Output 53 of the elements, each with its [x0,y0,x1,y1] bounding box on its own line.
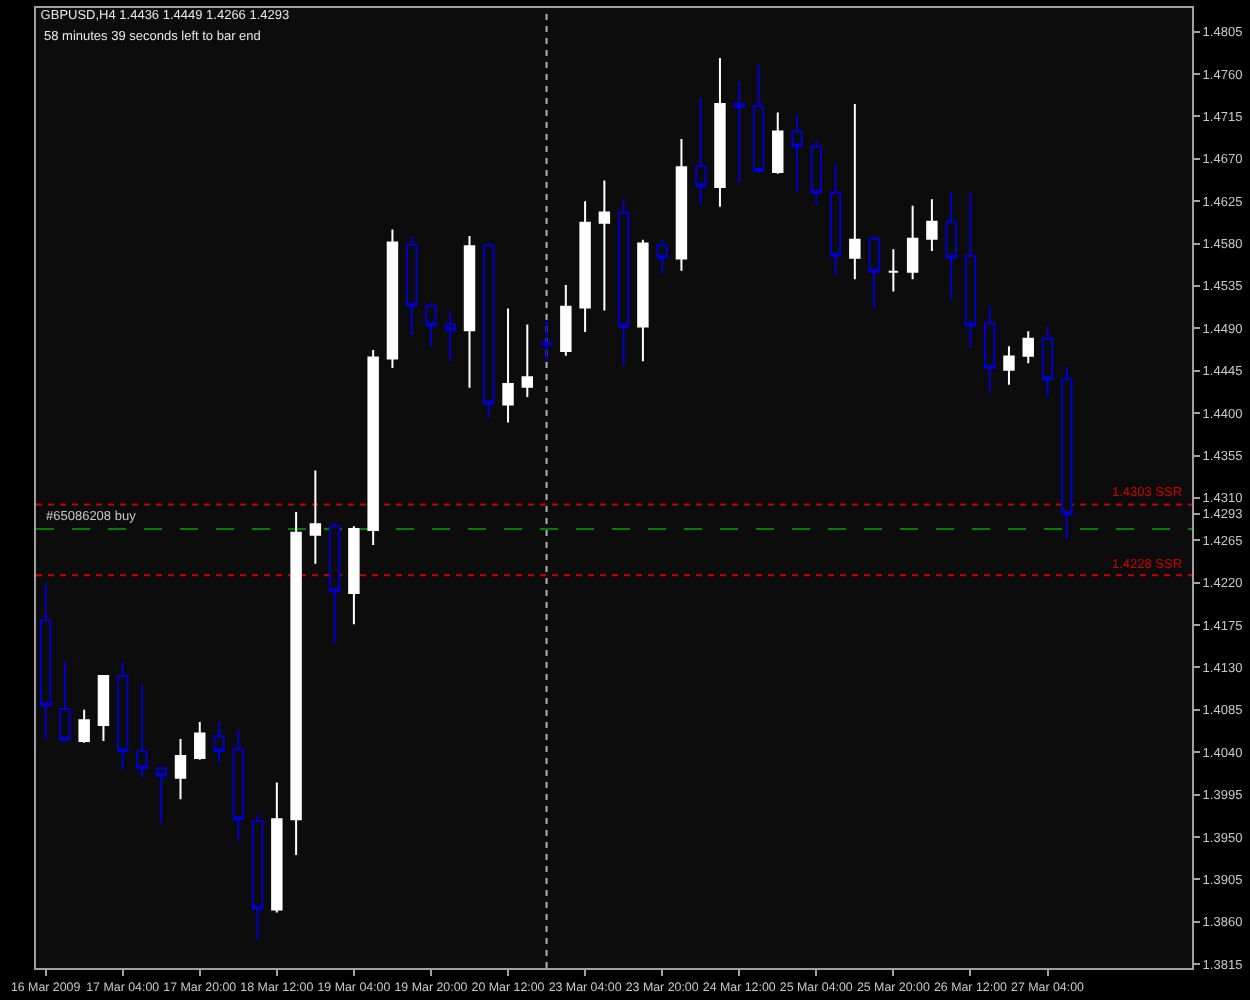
candlestick [1061,365,1073,541]
candlestick [194,721,206,761]
candlestick [1003,345,1015,386]
candlestick [174,738,187,801]
candlestick [810,139,823,206]
candlestick [502,307,514,424]
candlestick [97,674,110,742]
candlestick [887,248,900,293]
candlestick [213,721,225,764]
candlestick [849,103,861,281]
candlestick [425,301,437,348]
candlestick [386,228,399,369]
candlestick [271,781,283,914]
candlestick [1022,330,1034,365]
candlestick [444,311,456,363]
candlestick [598,179,611,312]
candlestick [540,318,553,363]
candlestick [116,660,129,771]
candlestick [694,97,707,206]
candlestick [78,708,90,744]
candlestick [945,190,957,302]
candlestick [714,56,726,208]
candlestick [348,525,360,626]
candlestick [617,199,630,367]
candlestick [251,813,264,941]
candlestick [868,234,880,310]
candlestick [367,348,379,546]
candlestick [791,113,803,193]
candlestick [926,198,938,253]
candlestick [752,63,765,174]
candlestick [136,683,148,779]
candlestick [964,191,977,350]
candlestick [155,765,167,825]
candlestick [521,323,534,399]
candlestick [405,234,418,336]
candlestick [733,80,745,185]
candlestick [290,511,302,856]
candlestick [637,238,649,363]
candlestick [483,242,495,419]
candlestick [309,469,322,565]
candlestick [906,204,919,281]
candlestick [232,728,245,842]
candlestick [675,137,688,272]
candlestick [829,163,842,277]
candlestick [1041,325,1054,399]
candlestick [983,304,996,394]
candlestick [656,238,668,275]
candlestick [463,234,476,389]
candlestick [772,111,784,175]
candlestick [560,283,572,357]
candlestick [59,660,71,742]
candlestick [328,522,341,644]
candlestick [579,200,591,334]
